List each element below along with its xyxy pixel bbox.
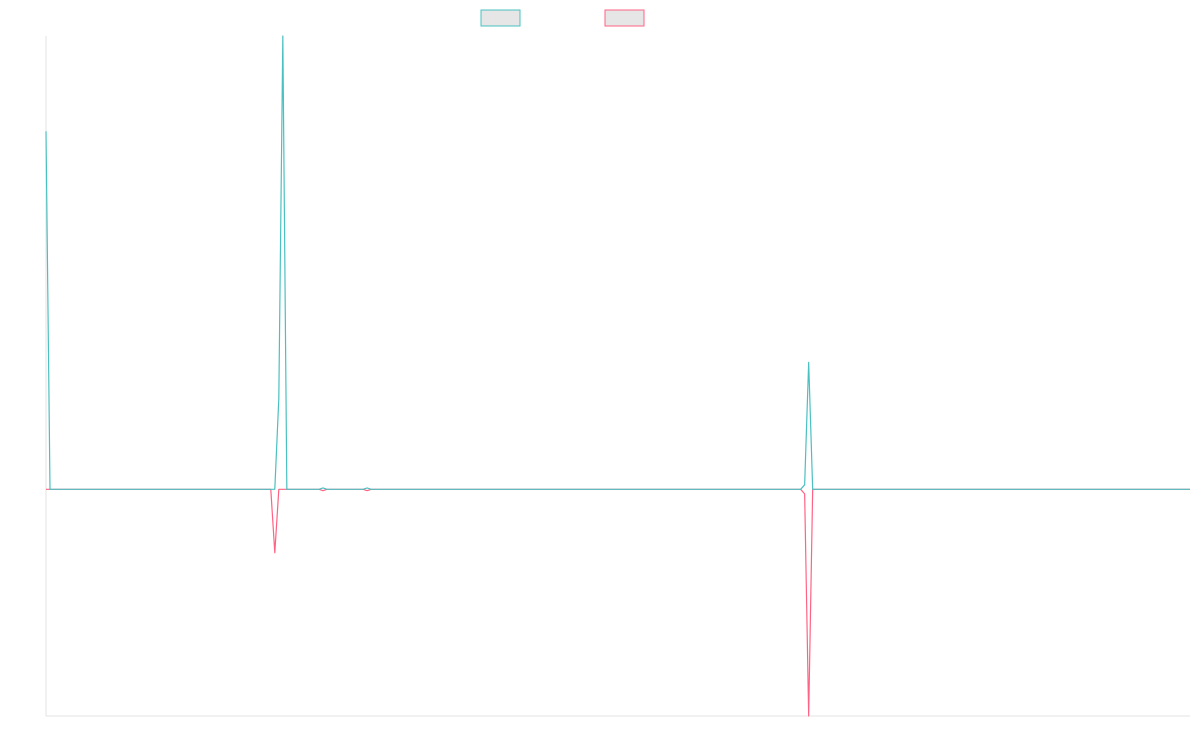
legend[interactable] [480, 9, 645, 27]
axes [45, 36, 1190, 717]
legend-swatch-2[interactable] [604, 9, 645, 27]
series-line-1 [45, 35, 1190, 490]
series-line-2 [46, 488, 1190, 717]
series-layer [45, 35, 1190, 717]
legend-swatch-1[interactable] [480, 9, 521, 27]
